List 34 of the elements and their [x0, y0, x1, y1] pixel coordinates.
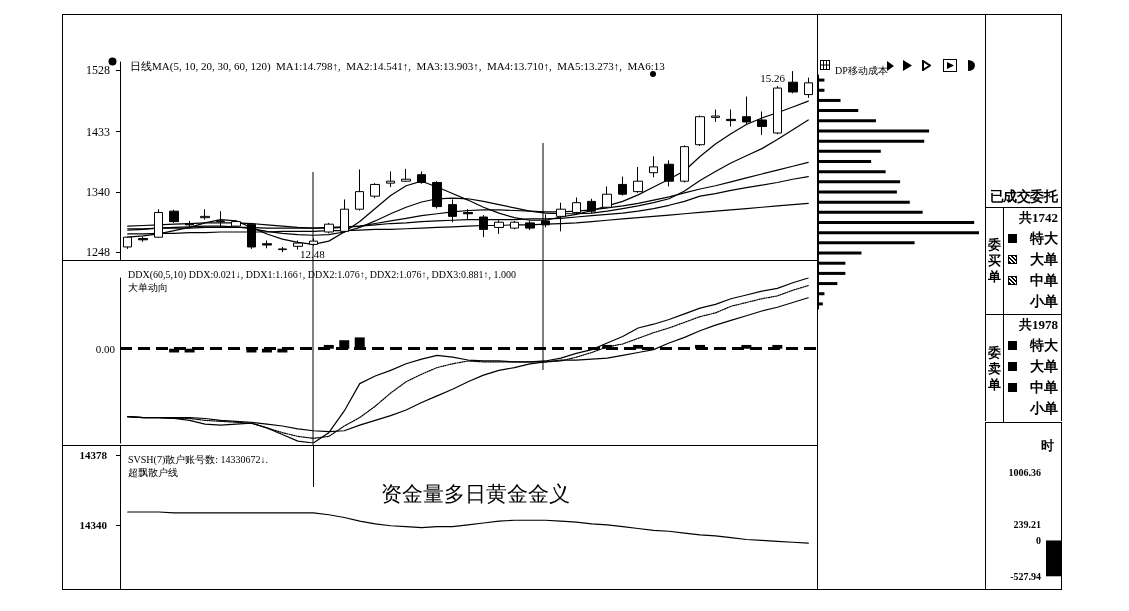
text: 委买单: [988, 237, 1001, 285]
y-tick-label: 1528: [86, 62, 110, 77]
text: 特大: [1028, 336, 1058, 355]
y-tick-label: 1248: [86, 245, 110, 260]
y-tick-label: 239.21: [1013, 518, 1041, 530]
text: 已成交委托: [986, 187, 1061, 208]
chart-title: DP移动成本: [835, 64, 888, 76]
text: 中单: [1029, 378, 1058, 397]
text: 小单: [1029, 399, 1058, 418]
text: 小单: [1029, 292, 1058, 311]
chart-title: DDX(60,5,10) DDX:0.021↓, DDX1:1.166↑, DDX2:1.076↑, DDX2:1.076↑, DDX3:0.881↑, 1.000: [128, 268, 517, 281]
text: 委卖单: [988, 344, 1001, 393]
text: 特大: [1028, 229, 1058, 248]
annotation: 资金量多日黄金金义: [380, 482, 570, 506]
text: 中单: [1029, 271, 1058, 290]
y-tick-label: -527.94: [1010, 570, 1041, 582]
y-tick-label: 0: [1036, 534, 1041, 546]
text: 超飘散户线: [128, 466, 178, 478]
annotation: 15.26: [760, 71, 786, 84]
text: 大单: [1029, 250, 1058, 269]
chart-subtitle: 大单动向: [128, 281, 168, 293]
annotation: 12.48: [300, 248, 326, 260]
y-tick-label: 1006.36: [1008, 466, 1041, 478]
text: SVSH(7)散户账号数: 14330672↓.: [128, 453, 269, 466]
text: 共1742: [1018, 209, 1058, 227]
y-tick-label: 1340: [86, 185, 110, 200]
text: 大单: [1029, 357, 1058, 376]
y-tick-label: 14378: [79, 449, 108, 462]
text: 时: [1041, 438, 1054, 453]
chart-title: 日线MA(5, 10, 20, 30, 60, 120) MA1:14.798↑, MA2:14.541↑, MA3:13.903↑, MA4:13.710↑, MA5:13.273↑, MA6:13: [130, 59, 666, 73]
ref-line-label: 0.00: [95, 342, 116, 355]
text: 共1978: [1018, 316, 1058, 334]
y-tick-label: 14340: [79, 518, 108, 531]
y-tick-label: 1433: [86, 124, 110, 139]
